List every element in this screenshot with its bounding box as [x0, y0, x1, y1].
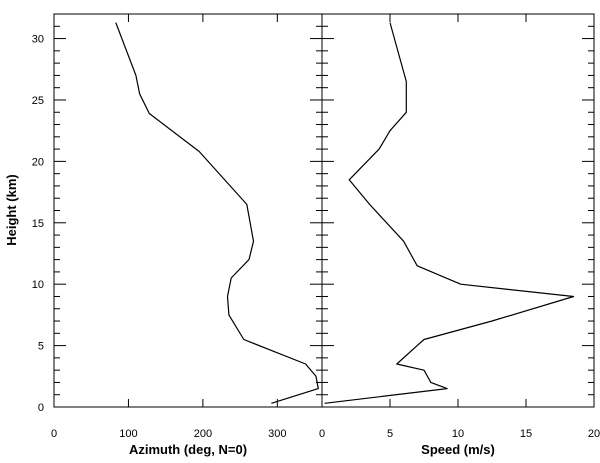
- y-tick-label: 0: [38, 402, 44, 414]
- left-panel-frame: [53, 13, 323, 408]
- y-tick-label: 20: [32, 156, 44, 168]
- right-panel-x-tick-label: 5: [387, 428, 393, 440]
- y-tick-label: 15: [32, 218, 44, 230]
- right-panel-profile-line: [324, 22, 575, 404]
- left-panel-x-axis-title: Azimuth (deg, N=0): [129, 442, 247, 457]
- right-panel-x-axis-title: Speed (m/s): [421, 442, 495, 457]
- right-panel-x-tick-label: 20: [588, 428, 600, 440]
- right-panel-frame: [321, 13, 595, 408]
- y-tick-label: 5: [38, 341, 44, 353]
- left-panel-y-axis-title: Height (km): [4, 174, 19, 246]
- left-panel-x-tick-label: 300: [268, 428, 286, 440]
- left-panel-x-tick-label: 0: [51, 428, 57, 440]
- left-panel-x-tick-label: 200: [194, 428, 212, 440]
- right-panel-x-tick-label: 15: [520, 428, 532, 440]
- right-panel-x-tick-label: 10: [452, 428, 464, 440]
- left-panel-profile-line: [115, 22, 319, 404]
- y-tick-label: 25: [32, 95, 44, 107]
- y-tick-label: 10: [32, 279, 44, 291]
- left-panel-x-tick-label: 100: [119, 428, 137, 440]
- y-tick-label: 30: [32, 34, 44, 46]
- lines-layer: [115, 22, 575, 404]
- right-panel-x-tick-label: 0: [319, 428, 325, 440]
